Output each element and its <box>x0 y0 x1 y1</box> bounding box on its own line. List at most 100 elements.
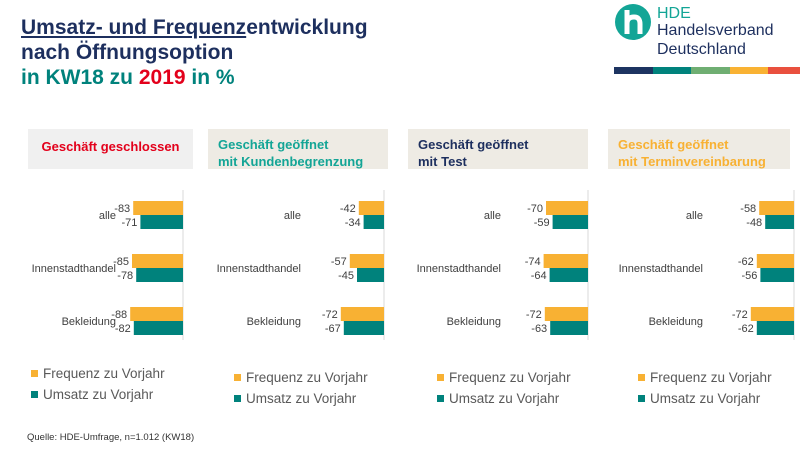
chart-legend: Frequenz zu Vorjahr Umsatz zu Vorjahr <box>31 366 165 408</box>
data-label: -85 <box>113 256 129 268</box>
hde-logo: HDE Handelsverband Deutschland <box>615 4 800 84</box>
logo-abbr: HDE <box>657 5 691 22</box>
category-label: Innenstadthandel <box>619 263 703 275</box>
category-label: Innenstadthandel <box>417 263 501 275</box>
stripe-segment <box>614 67 654 74</box>
legend-swatch <box>31 370 38 377</box>
slide-title: Umsatz- und Frequenzentwicklung nach Öff… <box>21 15 368 90</box>
legend-item-umsatz: Umsatz zu Vorjahr <box>31 387 165 403</box>
data-label: -59 <box>534 217 550 229</box>
data-label: -62 <box>738 256 754 268</box>
bar-umsatz <box>760 268 794 282</box>
category-label: Bekleidung <box>447 316 501 328</box>
category-label: Bekleidung <box>649 316 703 328</box>
legend-item-umsatz: Umsatz zu Vorjahr <box>638 391 772 407</box>
stripe-segment <box>652 67 692 74</box>
bar-umsatz <box>343 321 384 335</box>
data-label: -88 <box>111 309 127 321</box>
panel-title: Geschäft geöffnet mit Terminvereinbarung <box>618 137 766 169</box>
legend-label: Umsatz zu Vorjahr <box>650 391 761 406</box>
data-label: -48 <box>746 217 762 229</box>
bar-umsatz <box>133 321 183 335</box>
logo-name-1: Handelsverband <box>657 22 774 39</box>
bar-frequenz <box>759 201 794 215</box>
data-label: -82 <box>115 323 131 335</box>
title-line2: nach Öffnungsoption <box>21 41 234 64</box>
legend-swatch <box>31 391 38 398</box>
legend-label: Frequenz zu Vorjahr <box>449 370 571 385</box>
data-label: -67 <box>325 323 341 335</box>
panel-title: Geschäft geschlossen <box>41 139 180 154</box>
legend-swatch <box>234 395 241 402</box>
panel-title: Geschäft geöffnet mit Kundenbegrenzung <box>218 137 364 169</box>
data-label: -45 <box>338 270 354 282</box>
hde-logo-icon <box>615 4 651 40</box>
legend-item-frequenz: Frequenz zu Vorjahr <box>234 370 368 386</box>
data-label: -72 <box>526 309 542 321</box>
chart-legend: Frequenz zu Vorjahr Umsatz zu Vorjahr <box>638 370 772 412</box>
bar-frequenz <box>546 201 588 215</box>
title-year: 2019 <box>138 66 186 89</box>
legend-swatch <box>234 374 241 381</box>
bar-frequenz <box>340 307 384 321</box>
source-note: Quelle: HDE-Umfrage, n=1.012 (KW18) <box>27 432 195 443</box>
category-label: Innenstadthandel <box>32 263 116 275</box>
bar-frequenz <box>544 307 588 321</box>
category-label: Bekleidung <box>62 316 116 328</box>
bar-frequenz <box>132 254 183 268</box>
legend-item-umsatz: Umsatz zu Vorjahr <box>234 391 368 407</box>
category-label: alle <box>284 210 301 222</box>
bar-frequenz <box>130 307 183 321</box>
bar-frequenz <box>750 307 794 321</box>
data-label: -56 <box>741 270 757 282</box>
legend-swatch <box>638 395 645 402</box>
data-label: -34 <box>345 217 361 229</box>
title-rest: entwicklung <box>246 16 368 39</box>
category-label: alle <box>686 210 703 222</box>
legend-label: Frequenz zu Vorjahr <box>43 366 165 381</box>
logo-name-2: Deutschland <box>657 41 746 58</box>
title-underlined: Umsatz- und Frequenz <box>21 16 247 39</box>
legend-label: Umsatz zu Vorjahr <box>246 391 357 406</box>
data-label: -78 <box>117 270 133 282</box>
bar-umsatz <box>552 215 588 229</box>
title-line3: in KW18 zu 2019 in % <box>21 66 235 89</box>
data-label: -74 <box>525 256 541 268</box>
bar-umsatz <box>363 215 384 229</box>
data-label: -58 <box>740 203 756 215</box>
category-label: alle <box>484 210 501 222</box>
category-label: Bekleidung <box>247 316 301 328</box>
panel-header: Geschäft geöffnet mit Terminvereinbarung <box>608 129 790 169</box>
stripe-segment <box>768 67 800 74</box>
legend-label: Frequenz zu Vorjahr <box>650 370 772 385</box>
legend-item-frequenz: Frequenz zu Vorjahr <box>31 366 165 382</box>
legend-swatch <box>638 374 645 381</box>
bar-umsatz <box>756 321 794 335</box>
bar-umsatz <box>136 268 183 282</box>
data-label: -64 <box>531 270 547 282</box>
stripe-segment <box>729 67 769 74</box>
bar-umsatz <box>140 215 183 229</box>
bar-frequenz <box>358 201 384 215</box>
bar-frequenz <box>543 254 588 268</box>
legend-label: Frequenz zu Vorjahr <box>246 370 368 385</box>
data-label: -72 <box>322 309 338 321</box>
data-label: -71 <box>121 217 137 229</box>
panel-title: Geschäft geöffnet mit Test <box>418 137 529 169</box>
panel-header: Geschäft geöffnet mit Kundenbegrenzung <box>208 129 388 169</box>
panel-header: Geschäft geschlossen <box>28 129 193 169</box>
legend-item-umsatz: Umsatz zu Vorjahr <box>437 391 571 407</box>
data-label: -57 <box>331 256 347 268</box>
stripe-segment <box>691 67 731 74</box>
bar-frequenz <box>349 254 384 268</box>
chart-legend: Frequenz zu Vorjahr Umsatz zu Vorjahr <box>437 370 571 412</box>
panel-header: Geschäft geöffnet mit Test <box>408 129 588 169</box>
chart-legend: Frequenz zu Vorjahr Umsatz zu Vorjahr <box>234 370 368 412</box>
legend-label: Umsatz zu Vorjahr <box>43 387 154 402</box>
legend-swatch <box>437 374 444 381</box>
bar-umsatz <box>550 321 588 335</box>
category-label: alle <box>99 210 116 222</box>
data-label: -63 <box>531 323 547 335</box>
data-label: -62 <box>738 323 754 335</box>
